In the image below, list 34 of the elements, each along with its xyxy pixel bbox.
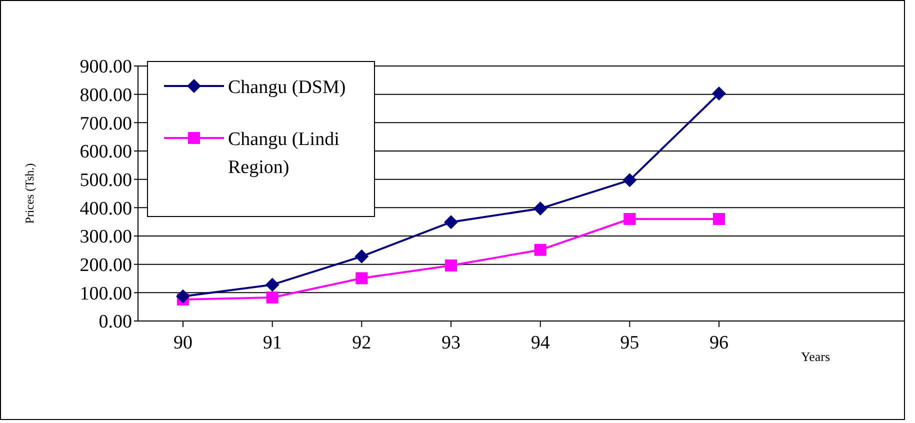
y-tick-label: 800.00 — [80, 85, 132, 106]
x-axis-title: Years — [801, 349, 830, 365]
legend-label: Changu (Lindi Region) — [228, 128, 340, 180]
y-tick-label: 300.00 — [80, 226, 132, 248]
point — [176, 289, 190, 304]
y-tick-label: 0.00 — [98, 312, 132, 333]
y-axis-title: Prices (Tsh.) — [22, 163, 36, 224]
x-tick-label: 92 — [352, 332, 372, 354]
y-tick-label: 500.00 — [80, 170, 132, 192]
y-tick-label: 700.00 — [80, 113, 132, 134]
point — [354, 249, 369, 264]
y-tick-label: 100.00 — [80, 283, 132, 304]
y-tick-label: 900.00 — [80, 56, 132, 78]
point — [712, 86, 726, 100]
point — [356, 272, 368, 284]
point — [622, 173, 637, 188]
point — [445, 259, 457, 272]
point — [533, 202, 548, 216]
point — [624, 213, 636, 225]
y-tick-label: 400.00 — [80, 198, 132, 220]
y-tick-label: 200.00 — [80, 255, 132, 276]
legend-label: Changu (DSM) — [228, 76, 347, 100]
point — [444, 215, 458, 230]
x-tick-label: 93 — [442, 332, 460, 354]
x-tick-label: 91 — [262, 332, 282, 354]
x-tick-label: 95 — [620, 332, 640, 354]
point — [713, 213, 725, 225]
point — [534, 244, 546, 256]
x-tick-label: 96 — [710, 332, 728, 354]
point — [265, 278, 280, 292]
point — [266, 291, 278, 304]
x-tick-label: 94 — [530, 332, 550, 354]
y-tick-label: 600.00 — [80, 142, 132, 163]
x-tick-label: 90 — [174, 332, 192, 354]
